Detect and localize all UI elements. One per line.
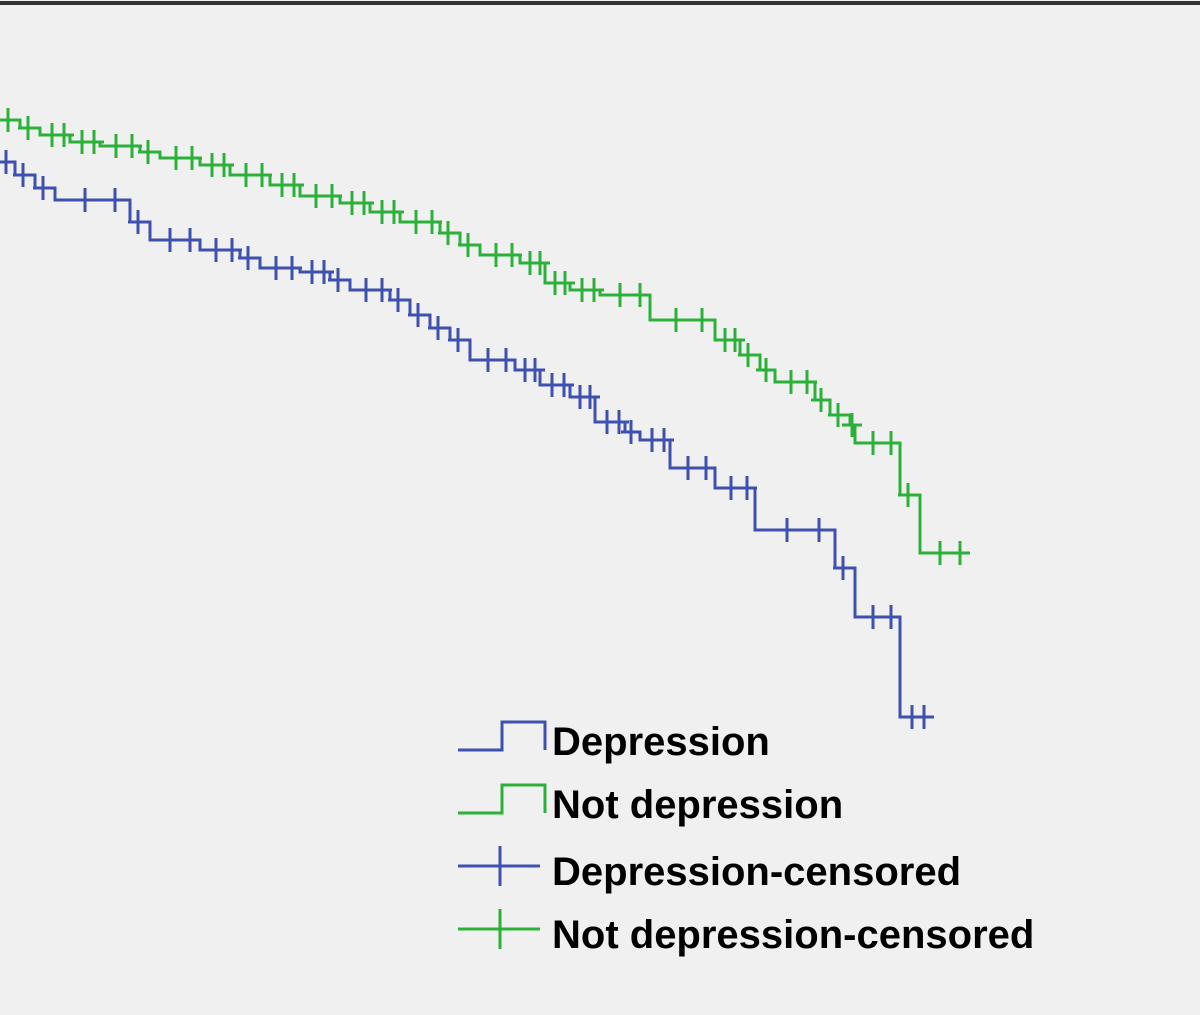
legend-swatch (458, 846, 540, 886)
curves (0, 108, 970, 729)
legend-swatch (458, 720, 547, 752)
censor-mark (182, 146, 202, 170)
censor-mark (555, 271, 575, 295)
legend-label: Not depression-censored (552, 913, 1034, 957)
censor-mark (33, 176, 53, 200)
censor-mark (438, 221, 458, 245)
censor-mark (621, 420, 641, 444)
censor-mark (692, 308, 712, 332)
censor-mark (842, 413, 862, 437)
censor-mark (610, 283, 630, 307)
censor-mark (282, 256, 302, 280)
censor-mark (138, 140, 158, 164)
censor-mark (696, 456, 716, 480)
legend-label: Not depression (552, 783, 843, 827)
censor-mark (496, 348, 516, 372)
censor-mark (725, 328, 745, 352)
censor-mark (811, 388, 831, 412)
censor-mark (478, 348, 498, 372)
censor-mark (422, 210, 442, 234)
censor-mark (950, 541, 970, 565)
legend: Depression Not depression Depression-censo… (458, 720, 1034, 957)
censor-mark (0, 150, 16, 174)
censor-mark (809, 518, 829, 542)
censor-mark (238, 246, 258, 270)
censor-mark (128, 210, 148, 234)
censor-mark (180, 228, 200, 252)
censor-mark (666, 308, 686, 332)
censor-mark (654, 428, 674, 452)
censor-mark (372, 278, 392, 302)
censor-mark (160, 228, 180, 252)
censor-mark (354, 191, 374, 215)
censor-mark (105, 188, 125, 212)
censor-mark (630, 283, 650, 307)
censor-mark (328, 268, 348, 292)
censor-mark (678, 456, 698, 480)
censor-mark (584, 278, 604, 302)
censor-mark (930, 541, 950, 565)
censor-mark (609, 410, 629, 434)
censor-mark (75, 188, 95, 212)
censor-mark (828, 403, 848, 427)
censor-mark (898, 483, 918, 507)
censor-mark (314, 260, 334, 284)
censor-mark (914, 705, 934, 729)
censor-mark (428, 316, 448, 340)
censor-mark (222, 238, 242, 262)
censor-mark (458, 233, 478, 257)
censor-mark (797, 370, 817, 394)
censor-mark (13, 163, 33, 187)
censor-mark (881, 431, 901, 455)
censor-mark (580, 385, 600, 409)
censor-mark (881, 605, 901, 629)
censor-mark (777, 518, 797, 542)
censor-mark (122, 134, 142, 158)
censor-mark (525, 358, 545, 382)
legend-swatch (458, 909, 540, 949)
legend-swatch (458, 783, 547, 815)
censor-mark (388, 288, 408, 312)
censor-mark (738, 343, 758, 367)
legend-label: Depression-censored (552, 850, 961, 894)
censor-mark (284, 173, 304, 197)
censor-mark (756, 358, 776, 382)
censor-mark (554, 373, 574, 397)
censor-mark (384, 200, 404, 224)
censor-mark (833, 556, 853, 580)
censor-mark (530, 251, 550, 275)
censor-mark (214, 153, 234, 177)
censor-mark (18, 116, 38, 140)
legend-label: Depression (552, 720, 770, 764)
censor-mark (0, 108, 18, 132)
censor-mark (54, 123, 74, 147)
censor-mark (448, 328, 468, 352)
censor-mark (737, 476, 757, 500)
censor-mark (408, 303, 428, 327)
censor-mark (84, 130, 104, 154)
censor-mark (502, 243, 522, 267)
censor-mark (252, 163, 272, 187)
censor-mark (863, 431, 883, 455)
censor-mark (322, 184, 342, 208)
censor-mark (863, 605, 883, 629)
